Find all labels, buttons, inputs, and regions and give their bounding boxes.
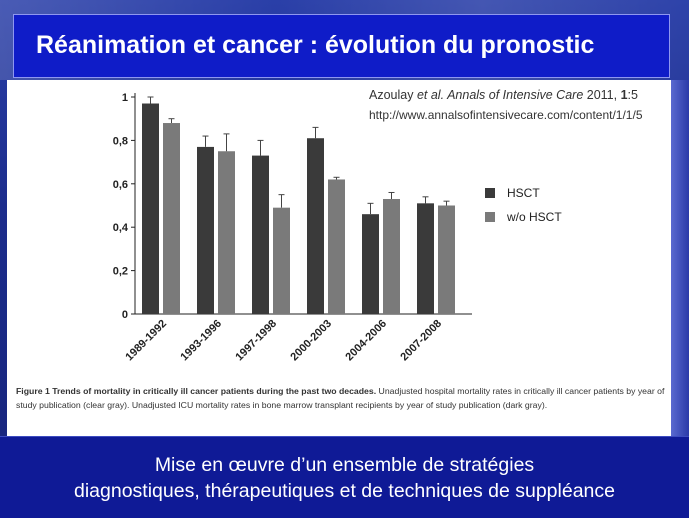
x-tick-label: 1989-1992	[123, 318, 169, 364]
bar-hsct	[307, 138, 324, 314]
y-tick-label: 0,6	[113, 179, 128, 191]
figure-caption: Figure 1 Trends of mortality in critical…	[16, 384, 666, 412]
x-tick-label: 1993-1996	[178, 318, 224, 364]
reference-url: http://www.annalsofintensivecare.com/con…	[369, 108, 643, 122]
bottom-text-line1: Mise en œuvre d’un ensemble de stratégie…	[154, 454, 535, 476]
x-tick-label: 1997-1998	[233, 318, 279, 364]
title-bar: Réanimation et cancer : évolution du pro…	[13, 14, 670, 78]
bottom-text-line2: diagnostiques, thérapeutiques et de tech…	[74, 480, 615, 502]
reference-page: :5	[627, 88, 638, 102]
bar-hsct	[252, 155, 269, 314]
y-tick-label: 0	[122, 309, 128, 321]
reference-citation: Azoulay et al. Annals of Intensive Care …	[369, 88, 638, 102]
slide-title: Réanimation et cancer : évolution du pro…	[36, 31, 595, 59]
bar-w-o-hsct	[218, 151, 235, 314]
x-tick-label: 2004-2006	[343, 318, 389, 364]
bar-w-o-hsct	[383, 198, 400, 314]
caption-text: Unadjusted hospital mortality rates in c…	[16, 386, 665, 410]
y-tick-label: 1	[122, 92, 128, 104]
y-tick-label: 0,2	[113, 266, 128, 278]
side-shadow	[671, 80, 689, 436]
bar-hsct	[142, 103, 159, 314]
y-tick-label: 0,8	[113, 135, 128, 147]
legend-swatch	[485, 188, 495, 198]
x-tick-label: 2007-2008	[398, 318, 444, 364]
caption-bold: Figure 1 Trends of mortality in critical…	[16, 386, 377, 396]
reference-author: Azoulay	[369, 88, 414, 102]
bar-w-o-hsct	[273, 207, 290, 314]
bar-w-o-hsct	[328, 179, 345, 314]
y-tick-label: 0,4	[113, 222, 129, 234]
legend-swatch	[485, 212, 495, 222]
reference-volume: 1	[620, 88, 628, 102]
legend-label: HSCT	[507, 186, 540, 200]
bar-w-o-hsct	[163, 123, 180, 314]
mortality-bar-chart: 0 0,2 0,4 0,6 0,8 1 1989-1992 1993-1996 1997-199…	[113, 92, 563, 364]
reference-etal: et al.	[413, 88, 448, 102]
bar-hsct	[362, 214, 379, 314]
reference-year: 2011,	[583, 88, 621, 102]
bar-hsct	[417, 203, 434, 314]
legend-label: w/o HSCT	[506, 210, 562, 224]
bar-w-o-hsct	[438, 205, 455, 314]
bar-hsct	[197, 146, 214, 314]
bottom-banner: Mise en œuvre d’un ensemble de stratégie…	[0, 436, 689, 518]
x-tick-label: 2000-2003	[288, 318, 334, 364]
figure-panel: Azoulay et al. Annals of Intensive Care …	[7, 80, 671, 436]
reference-journal: Annals of Intensive Care	[447, 88, 584, 102]
